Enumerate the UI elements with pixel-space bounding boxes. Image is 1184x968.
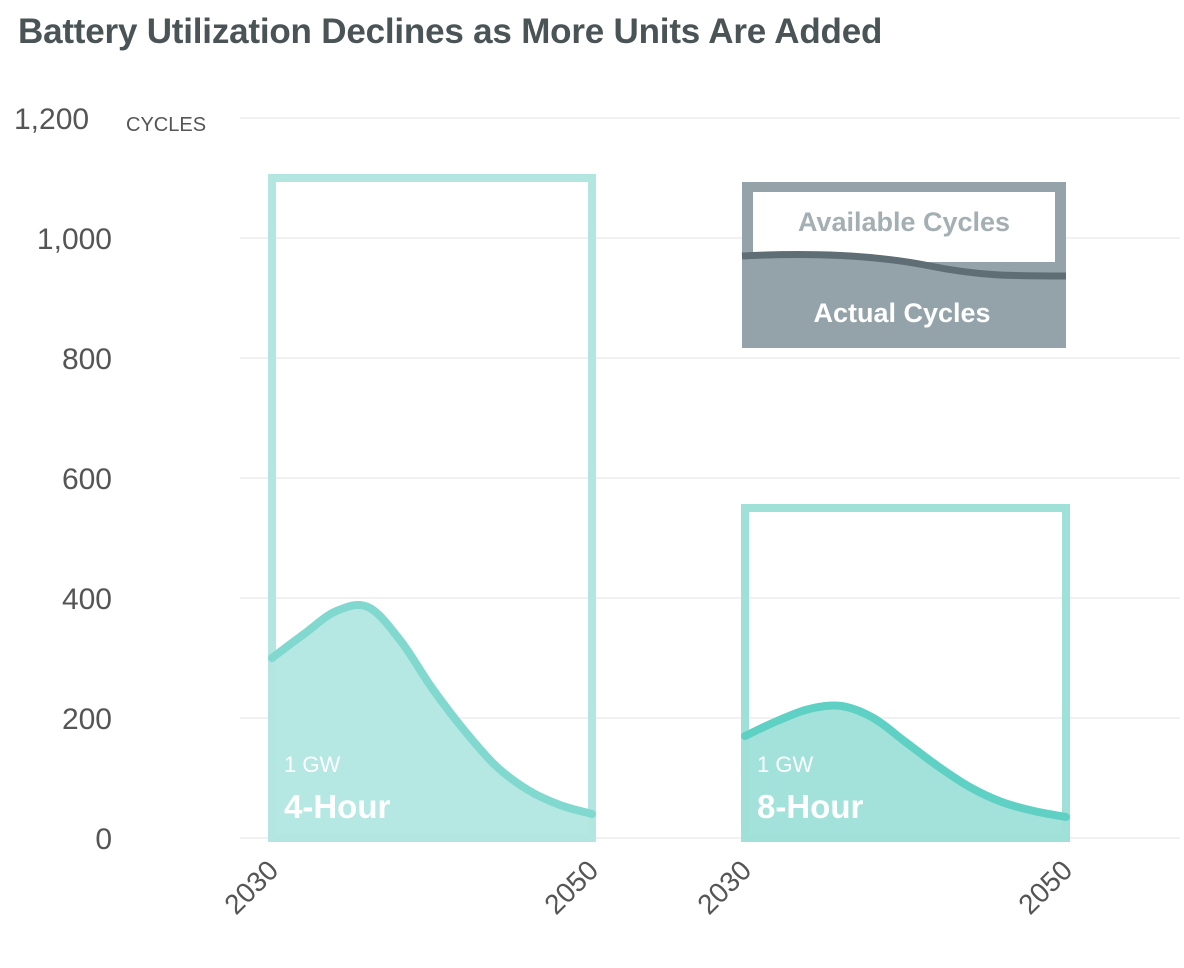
duration-label: 8-Hour (757, 788, 863, 825)
chart-title: Battery Utilization Declines as More Uni… (18, 12, 883, 51)
y-tick-label: 1,200 (14, 103, 89, 136)
capacity-label: 1 GW (757, 752, 813, 777)
y-tick-label: 200 (62, 703, 112, 736)
legend-actual-label: Actual Cycles (813, 298, 990, 328)
y-tick-label: 800 (62, 343, 112, 376)
actual-cycles-area (745, 705, 1066, 838)
y-tick-label: 0 (95, 823, 112, 856)
capacity-label: 1 GW (284, 752, 340, 777)
available-cycles-box (268, 174, 596, 842)
x-tick-label: 2030 (691, 854, 757, 920)
x-tick-label: 2030 (218, 854, 284, 920)
y-tick-label: 1,000 (37, 223, 112, 256)
x-tick-label: 2050 (538, 854, 604, 920)
y-tick-label: 600 (62, 463, 112, 496)
actual-cycles-line (741, 701, 1070, 821)
legend-actual-area (742, 254, 1066, 348)
duration-label: 4-Hour (284, 788, 390, 825)
available-cycles-box (741, 504, 1070, 842)
legend-available-label: Available Cycles (798, 207, 1010, 237)
legend-available-area (753, 192, 1055, 262)
legend-actual-line (741, 250, 1067, 280)
actual-cycles-line (268, 600, 596, 818)
legend: Available Cycles Actual Cycles (741, 182, 1067, 348)
y-tick-label: 400 (62, 583, 112, 616)
y-unit-label: CYCLES (126, 114, 206, 136)
x-tick-label: 2050 (1012, 854, 1078, 920)
